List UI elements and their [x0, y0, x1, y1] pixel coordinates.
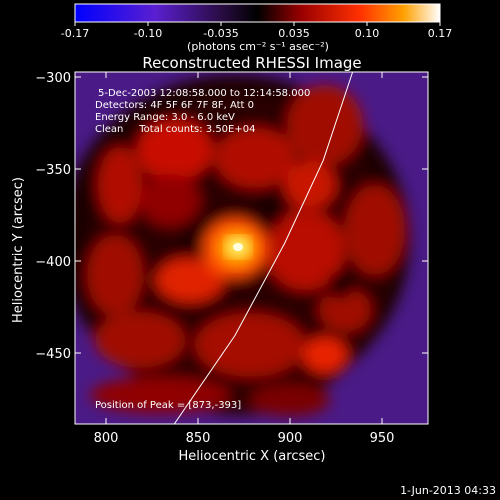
x-tick-label: 950	[370, 431, 395, 446]
info-line: Energy Range: 3.0 - 6.0 keV	[95, 112, 235, 123]
info-line: Detectors: 4F 5F 6F 7F 8F, Att 0	[95, 100, 254, 111]
info-line: Clean Total counts: 3.50E+04	[95, 124, 255, 135]
y-tick-label: −350	[35, 163, 71, 178]
x-tick-label: 850	[186, 431, 211, 446]
colorbar-tick-label: 0.10	[355, 27, 380, 40]
y-axis-ticks	[75, 76, 428, 354]
colorbar	[74, 3, 441, 23]
chart-title: Reconstructed RHESSI Image	[142, 54, 361, 72]
y-tick-label: −400	[35, 255, 71, 270]
y-axis-label: Heliocentric Y (arcsec)	[11, 177, 26, 323]
info-line: 5-Dec-2003 12:08:58.000 to 12:14:58.000	[98, 88, 310, 99]
x-tick-label: 900	[278, 431, 303, 446]
plot-frame	[74, 71, 429, 425]
colorbar-unit-label: (photons cm⁻² s⁻¹ asec⁻²)	[187, 40, 329, 53]
colorbar-tick-label: 0.035	[278, 27, 310, 40]
solar-limb-curve	[173, 72, 354, 424]
colorbar-tick-label: -0.035	[203, 27, 238, 40]
x-tick-label: 800	[94, 431, 119, 446]
colorbar-tick-label: -0.17	[61, 27, 89, 40]
x-axis-ticks	[105, 72, 383, 424]
colorbar-tick-label: -0.10	[134, 27, 162, 40]
y-tick-label: −450	[35, 347, 71, 362]
colorbar-ticks	[74, 22, 441, 26]
x-axis-label: Heliocentric X (arcsec)	[179, 449, 326, 464]
heatmap-image	[75, 72, 428, 424]
peak-position-label: Position of Peak = [873,-393]	[95, 400, 241, 411]
footer-date: 1-Jun-2013 04:33	[400, 484, 496, 497]
y-tick-label: −300	[35, 71, 71, 86]
colorbar-tick-label: 0.17	[428, 27, 453, 40]
